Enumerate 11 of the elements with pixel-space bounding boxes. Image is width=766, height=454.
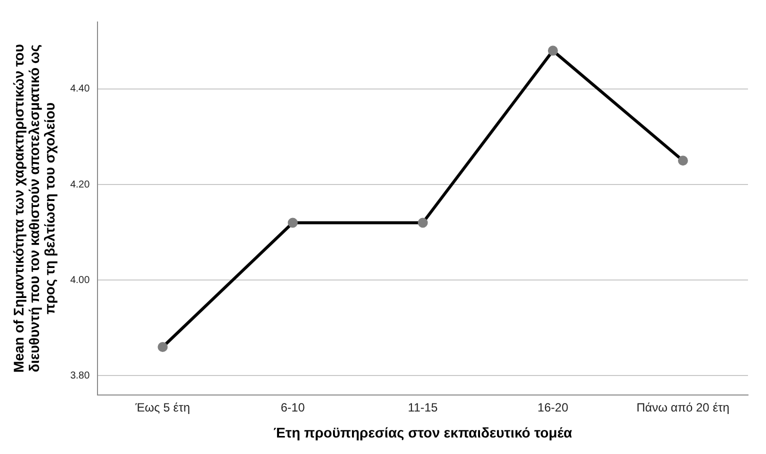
x-tick-label: Πάνω από 20 έτη <box>636 400 730 414</box>
x-tick-label: Έως 5 έτη <box>134 400 190 414</box>
y-tick-label: 3.80 <box>70 370 90 382</box>
x-tick-label: 6-10 <box>280 400 306 414</box>
y-tick-label: 4.00 <box>70 274 90 286</box>
x-axis-title: Έτη προϋπηρεσίας στον εκπαιδευτικό τομέα <box>274 424 573 440</box>
y-tick-label: 4.20 <box>70 179 90 190</box>
x-tick-label: 16-20 <box>538 400 569 414</box>
y-tick-label: 4.40 <box>70 84 90 95</box>
y-axis-title: Mean of Σημαντικότητα των χαρακτηριστικών του διευθυντή που τον καθιστούν αποτελεσματικό ως προς τη βελτίωση του σχολείου <box>10 44 58 373</box>
x-tick-label: 11-15 <box>408 400 438 414</box>
